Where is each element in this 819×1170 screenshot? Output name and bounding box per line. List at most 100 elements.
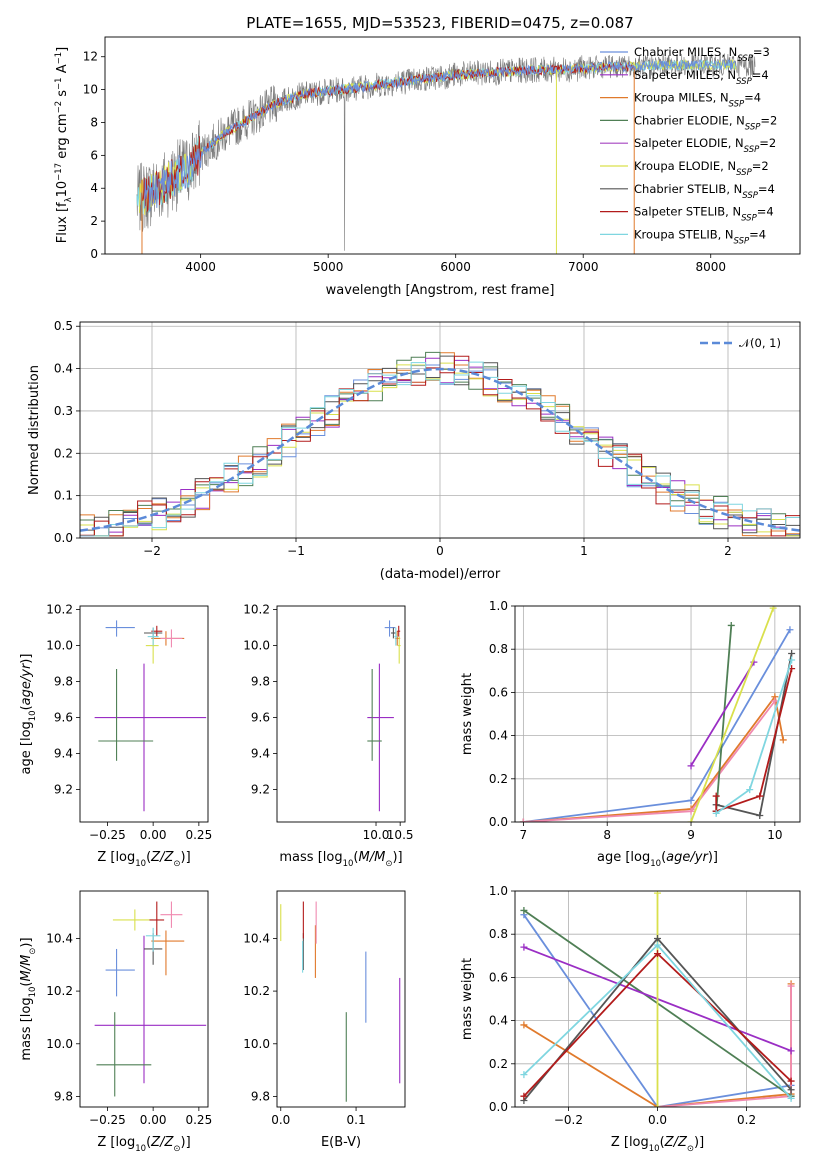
- axes-frame: [276, 890, 406, 1108]
- x-tick-label: 9: [687, 828, 695, 842]
- y-tick-label: 0.8: [489, 642, 508, 656]
- x-tick-label: 1: [580, 544, 588, 558]
- y-tick-label: 0.6: [489, 970, 508, 984]
- x-axis-label: (data-model)/error: [380, 567, 501, 582]
- legend-entry: Chabrier MILES, NSSP=3: [634, 45, 770, 64]
- weight-line: [523, 629, 791, 822]
- y-axis-label: mass weight: [460, 958, 475, 1040]
- weight-marker: [654, 891, 661, 897]
- weight-marker: [787, 982, 795, 990]
- weight-marker: [712, 792, 720, 800]
- x-tick-label: 0.1: [347, 1113, 366, 1127]
- x-tick-label: 6000: [440, 260, 471, 274]
- weight-line: [715, 625, 733, 812]
- y-tick-label: 0.2: [489, 1057, 508, 1071]
- x-axis-label: mass [log10(M/M⊙)]: [279, 850, 402, 869]
- axes-frame: [276, 605, 406, 823]
- x-tick-label: 4000: [185, 260, 216, 274]
- panel-residual-histogram: −2 −1 0 1 2 0.0 0.1 0.2 0.3 0.4 0.5 (data-model)/er…: [27, 319, 801, 582]
- weight-marker: [727, 621, 735, 629]
- y-tick-label: 0.2: [54, 446, 73, 460]
- weight-marker: [788, 656, 796, 664]
- y-tick-label: 0.2: [489, 772, 508, 786]
- x-tick-label: −0.2: [554, 1113, 583, 1127]
- weight-marker: [787, 1047, 795, 1055]
- weight-marker: [520, 1092, 528, 1100]
- weight-line: [523, 694, 785, 822]
- x-tick-label: 0.25: [185, 1113, 212, 1127]
- x-tick-label: 2: [724, 544, 732, 558]
- x-tick-label: 10.0: [363, 828, 390, 842]
- weight-marker: [788, 650, 796, 658]
- plot-area: [280, 901, 401, 1102]
- weight-marker: [687, 796, 695, 804]
- y-tick-label: 0.4: [489, 729, 508, 743]
- figure-title: PLATE=1655, MJD=53523, FIBERID=0475, z=0…: [246, 14, 633, 32]
- y-tick-label: 10.0: [243, 1037, 270, 1051]
- x-axis-label: age [log10(age/yr)]: [597, 850, 718, 869]
- panel-mass-vs-extinction: 0.0 0.1 9.8 10.0 10.2 10.4 E(B-V): [243, 890, 406, 1150]
- panel-age-vs-metallicity: −0.25 0.00 0.25 9.2 9.4 9.6 9.8 10.0 10.2 Z [log1…: [19, 603, 212, 869]
- y-tick-label: 10.2: [243, 984, 270, 998]
- y-tick-label: 0.0: [489, 1100, 508, 1114]
- y-tick-label: 12: [83, 50, 98, 64]
- y-tick-label: 0.0: [489, 815, 508, 829]
- y-axis-label: mass weight: [460, 673, 475, 755]
- x-tick-label: 0.2: [737, 1113, 756, 1127]
- weight-marker: [786, 626, 794, 634]
- weight-marker: [779, 736, 787, 744]
- x-tick-label: 0.0: [648, 1113, 667, 1127]
- x-tick-label: 10: [767, 828, 782, 842]
- panel-mass-weight-vs-metallicity: −0.2 0.0 0.2 0.0 0.2 0.4 0.6 0.8 1.0 Z [log10(Z/Z…: [460, 884, 801, 1154]
- y-tick-label: 9.8: [251, 675, 270, 689]
- weight-marker: [654, 1103, 661, 1107]
- y-tick-label: 9.6: [251, 711, 270, 725]
- y-tick-label: 0: [90, 247, 98, 261]
- y-tick-label: 10.4: [243, 931, 270, 945]
- y-tick-label: 9.6: [54, 711, 73, 725]
- weight-marker: [756, 792, 764, 800]
- weight-marker: [520, 943, 528, 951]
- x-tick-label: −2: [143, 544, 161, 558]
- plot-area: [367, 620, 401, 812]
- y-tick-label: 9.8: [54, 675, 73, 689]
- weight-marker: [520, 1021, 528, 1029]
- y-tick-label: 10.4: [46, 931, 73, 945]
- weight-line: [690, 607, 775, 822]
- plot-area: [94, 620, 207, 812]
- y-tick-label: 10.0: [46, 1037, 73, 1051]
- y-axis-label: mass [log10(M/M⊙)]: [19, 937, 38, 1060]
- weight-line: [523, 914, 792, 1107]
- axes-frame: [79, 605, 209, 823]
- axes-frame: [104, 36, 801, 255]
- weight-line: [690, 661, 755, 767]
- weight-marker: [746, 786, 754, 794]
- x-tick-label: 0.25: [185, 828, 212, 842]
- axes-frame: [79, 321, 801, 539]
- y-tick-label: 0.3: [54, 404, 73, 418]
- y-tick-label: 0.1: [54, 489, 73, 503]
- weight-marker: [687, 818, 695, 822]
- gaussian-curve: [80, 367, 800, 532]
- y-axis-label: Flux [fλ10−17 erg cm−2 s−1 A−1]: [54, 47, 74, 243]
- panel-mass-weight-vs-age: 7 8 9 10 0.0 0.2 0.4 0.6 0.8 1.0 age [log10(age/yr…: [460, 599, 801, 869]
- weight-marker: [771, 697, 779, 705]
- y-tick-label: 2: [90, 214, 98, 228]
- y-tick-label: 0.5: [54, 319, 73, 333]
- y-tick-label: 8: [90, 115, 98, 129]
- y-tick-label: 9.2: [54, 783, 73, 797]
- x-tick-label: 0: [436, 544, 444, 558]
- x-axis-label: Z [log10(Z/Z⊙)]: [97, 850, 190, 869]
- y-tick-label: 1.0: [489, 599, 508, 613]
- plot-area: [136, 53, 756, 254]
- legend-entry: Chabrier ELODIE, NSSP=2: [634, 113, 777, 132]
- weight-marker: [520, 1071, 528, 1079]
- x-tick-label: 5000: [313, 260, 344, 274]
- panel-spectrum: 4000 5000 6000 7000 8000 0 2 4 6 8 10 12 wavelength …: [54, 36, 801, 298]
- legend-entry: Salpeter ELODIE, NSSP=2: [634, 136, 776, 155]
- legend-entry: Chabrier STELIB, NSSP=4: [634, 182, 775, 201]
- y-tick-label: 10: [83, 83, 98, 97]
- y-tick-label: 9.8: [54, 1089, 73, 1103]
- y-tick-label: 4: [90, 181, 98, 195]
